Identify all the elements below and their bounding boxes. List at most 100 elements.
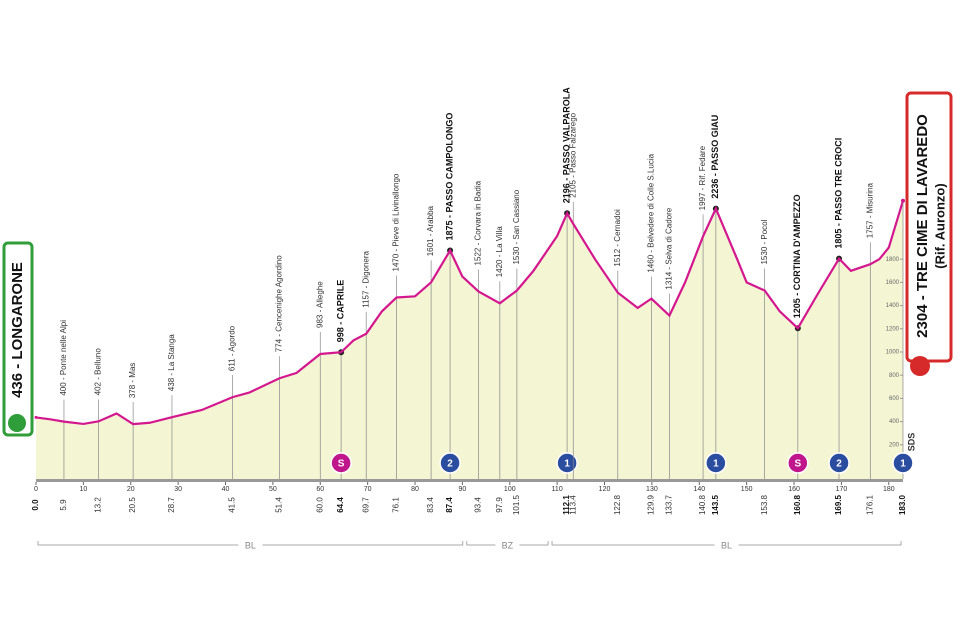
waypoint-km: 13.2 [94, 497, 103, 513]
y-tick-label: 1200 [886, 326, 900, 332]
waypoint-label: 2196 - PASSO VALPAROLA [561, 87, 571, 204]
badge [787, 452, 809, 474]
finish-sublabel: (Rif. Auronzo) [932, 183, 947, 268]
start-label: 436 - LONGARONE [9, 262, 26, 398]
badge [892, 452, 914, 474]
x-tick-label: 150 [741, 486, 753, 493]
waypoint-km: 160.8 [793, 494, 802, 515]
x-tick-label: 170 [836, 486, 848, 493]
waypoint-km: 69.7 [361, 497, 370, 513]
waypoint-label: 378 - Mas [128, 363, 137, 399]
waypoint-km: 97.9 [495, 497, 504, 513]
x-tick-label: 10 [79, 486, 87, 493]
profile-line [35, 200, 905, 426]
profile-area [36, 200, 903, 479]
waypoint-label: 1805 - PASSO TRE CROCI [833, 138, 843, 249]
y-tick-label: 400 [889, 419, 900, 425]
waypoint-label: 983 - Alleghe [315, 281, 324, 328]
waypoint-km: 83.4 [426, 497, 435, 513]
x-tick-label: 70 [364, 486, 372, 493]
waypoint-km: 153.8 [760, 494, 769, 515]
x-tick-label: 130 [646, 486, 658, 493]
badge-label: 1 [564, 459, 570, 470]
start-km: 0.0 [31, 499, 40, 511]
waypoint-label: 1205 - CORTINA D'AMPEZZO [792, 194, 802, 318]
badge [705, 452, 727, 474]
waypoint-label: 1522 - Corvara in Badia [474, 180, 483, 265]
y-tick-label: 1400 [886, 303, 900, 309]
waypoint-label: 1530 - San Cassiano [512, 189, 521, 264]
waypoint-label: 438 - La Stanga [167, 334, 176, 391]
x-tick-label: 110 [552, 486, 563, 493]
x-tick-label: 30 [174, 486, 182, 493]
finish-point [901, 198, 905, 203]
region-label-bg [714, 539, 739, 551]
waypoint-label: 1875 - PASSO CAMPOLONGO [444, 113, 454, 241]
waypoint-label: 1460 - Belvedere di Colle S.Lucia [647, 153, 656, 272]
x-tick-label: 180 [883, 486, 895, 493]
waypoint-km: 143.5 [711, 494, 720, 515]
waypoint-label: 1420 - La Villa [495, 226, 504, 278]
waypoint-km: 28.7 [167, 497, 176, 513]
region-label: BZ [502, 540, 514, 550]
waypoint-label: 1512 - Cernadoi [613, 209, 622, 267]
badge-label: 1 [900, 459, 906, 470]
waypoint-km: 76.1 [392, 497, 401, 513]
y-tick-label: 1000 [886, 350, 900, 356]
x-tick-label: 100 [504, 486, 516, 493]
baseline [36, 479, 903, 482]
waypoint-km: 20.5 [128, 497, 137, 513]
start-box [2, 241, 34, 437]
waypoint-label: 1314 - Selva di Cadore [665, 207, 674, 289]
region-label-bg [238, 539, 263, 551]
waypoint-km: 129.9 [647, 494, 656, 515]
waypoint-km: 113.4 [568, 495, 577, 515]
waypoint-label: 400 - Ponte nelle Alpi [59, 320, 68, 396]
waypoint-label: 611 - Agordo [228, 325, 237, 371]
waypoint-label: 402 - Belluno [94, 348, 103, 396]
y-tick-label: 600 [889, 396, 900, 402]
waypoint-km: 41.5 [228, 497, 237, 513]
x-tick-label: 90 [458, 486, 466, 493]
waypoint-label: 2105 - Passo Falzarego [568, 112, 577, 197]
x-tick-label: 50 [269, 486, 277, 493]
y-tick-label: 1800 [886, 257, 900, 263]
x-tick-label: 120 [599, 486, 611, 493]
region-label: BL [245, 540, 256, 550]
waypoint-km: 140.8 [698, 494, 707, 515]
start-icon [8, 414, 26, 432]
start-point [34, 415, 38, 419]
finish-box [905, 91, 953, 363]
badge-label: 2 [447, 459, 453, 470]
waypoint-label: 1601 - Arabba [426, 205, 435, 256]
waypoint-label: 1757 - Misurina [865, 183, 874, 239]
finish-icon [910, 356, 930, 376]
waypoint-km: 176.1 [865, 494, 874, 515]
waypoint-label: 2236 - PASSO GIAU [710, 115, 720, 199]
waypoint-label: 998 - CAPRILE [335, 280, 345, 343]
waypoint-label: 1997 - Rif. Fedare [698, 145, 707, 210]
waypoint-km: 87.4 [445, 497, 454, 513]
region-label-bg [495, 539, 520, 551]
waypoint-km: 64.4 [336, 497, 345, 513]
badge-label: 2 [836, 459, 842, 470]
badge-label: S [794, 459, 801, 470]
waypoint-km: 5.9 [59, 499, 68, 511]
badge [828, 452, 850, 474]
badge [439, 452, 461, 474]
waypoint-km: 93.4 [474, 497, 483, 513]
waypoint-km: 133.7 [665, 494, 674, 515]
waypoint-km: 169.5 [834, 494, 843, 515]
waypoint-label: 1530 - Pocol [760, 219, 769, 264]
y-tick-label: 1600 [886, 280, 900, 286]
finish-label: 2304 - TRE CIME DI LAVAREDO [914, 114, 931, 338]
side-label: SDS [906, 433, 916, 452]
x-tick-label: 160 [788, 486, 800, 493]
y-tick-label: 200 [889, 442, 900, 448]
x-tick-label: 40 [222, 486, 230, 493]
region-label: BL [721, 540, 732, 550]
x-tick-label: 60 [316, 486, 324, 493]
x-tick-label: 140 [693, 486, 705, 493]
badge-label: S [338, 459, 345, 470]
finish-km: 183.0 [898, 494, 907, 515]
